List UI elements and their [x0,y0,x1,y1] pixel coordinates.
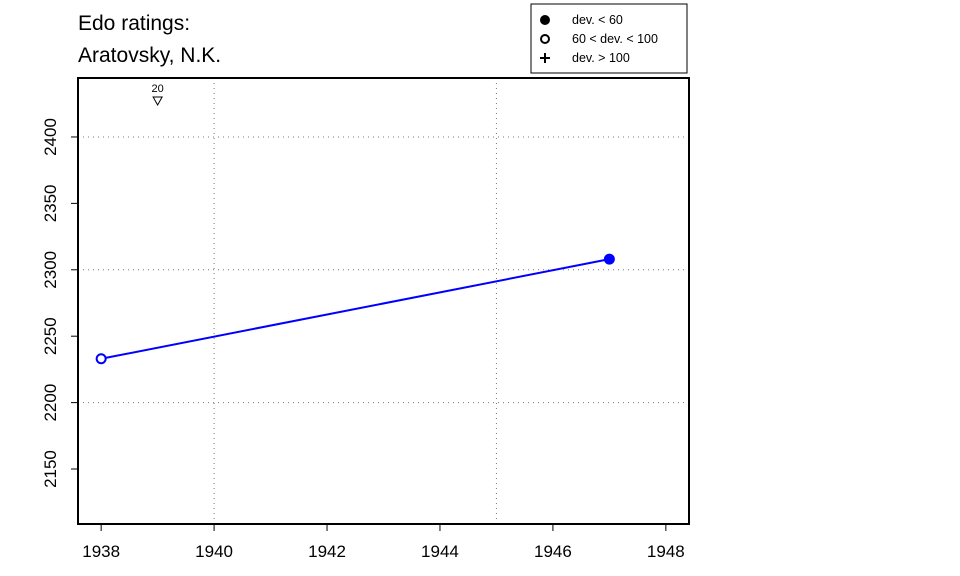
x-tick-label: 1942 [308,542,346,561]
legend-text: 60 < dev. < 100 [572,32,658,46]
y-tick-label: 2400 [41,118,60,156]
annotation-text: 20 [151,83,163,95]
y-tick-label: 2250 [41,317,60,355]
annotation-marker [152,96,163,107]
chart-title: Edo ratings: [78,12,190,35]
x-tick-label: 1948 [647,542,685,561]
y-tick-label: 2300 [41,251,60,289]
y-tick-label: 2200 [41,384,60,422]
legend-marker [540,53,550,63]
legend-text: dev. < 60 [572,13,623,27]
data-point [603,253,615,265]
legend-text: dev. > 100 [572,51,630,65]
y-tick-label: 2150 [41,450,60,488]
legend-marker [540,34,550,44]
chart-subtitle: Aratovsky, N.K. [78,44,221,67]
data-point [95,353,107,365]
legend-marker [540,15,550,25]
rating-line [100,258,610,360]
x-tick-label: 1944 [421,542,459,561]
x-tick-label: 1938 [82,542,120,561]
y-tick-label: 2350 [41,184,60,222]
legend-box [530,3,688,74]
x-tick-label: 1940 [195,542,233,561]
plot-frame [77,77,690,525]
x-tick-label: 1946 [534,542,572,561]
